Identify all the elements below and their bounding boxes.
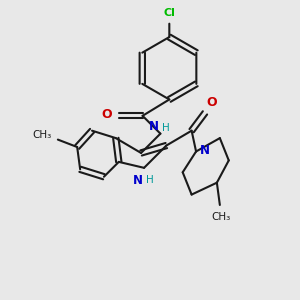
Text: H: H	[162, 123, 169, 134]
Text: N: N	[200, 144, 210, 158]
Text: CH₃: CH₃	[212, 212, 231, 222]
Text: N: N	[133, 174, 142, 188]
Text: O: O	[102, 108, 112, 122]
Text: O: O	[206, 96, 217, 109]
Text: Cl: Cl	[164, 8, 175, 18]
Text: N: N	[149, 120, 159, 133]
Text: H: H	[146, 175, 153, 185]
Text: CH₃: CH₃	[33, 130, 52, 140]
